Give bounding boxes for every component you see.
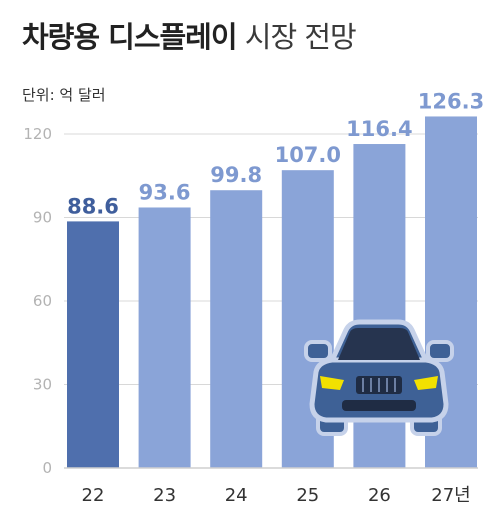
y-tick-label: 30: [33, 376, 52, 394]
y-tick-label: 60: [33, 292, 52, 310]
car-icon: [304, 319, 454, 436]
bar: [210, 190, 263, 468]
x-tick-label: 23: [153, 485, 176, 506]
chart-title-main: 차량용 디스플레이: [22, 20, 238, 54]
bar-value-label: 88.6: [67, 194, 119, 218]
chart-title-sub: 시장 전망: [244, 20, 357, 54]
bar-value-label: 116.4: [346, 117, 412, 141]
x-tick-label: 26: [368, 485, 391, 506]
bar-value-label: 99.8: [210, 163, 262, 187]
x-tick-label: 24: [225, 485, 248, 506]
x-tick-label: 22: [82, 485, 105, 506]
unit-label: 단위: 억 달러: [22, 86, 106, 104]
bar-value-label: 107.0: [275, 143, 341, 167]
chart-title: 차량용 디스플레이 시장 전망: [22, 14, 357, 56]
bar-value-label: 93.6: [139, 180, 191, 204]
y-tick-label: 90: [33, 209, 52, 227]
x-tick-label: 25: [296, 485, 319, 506]
bar: [138, 207, 191, 469]
y-tick-label: 0: [42, 459, 52, 477]
y-tick-label: 120: [23, 125, 52, 143]
bar: [67, 221, 119, 468]
bar-value-label: 126.3: [418, 89, 484, 113]
x-tick-label: 27년: [431, 485, 470, 506]
